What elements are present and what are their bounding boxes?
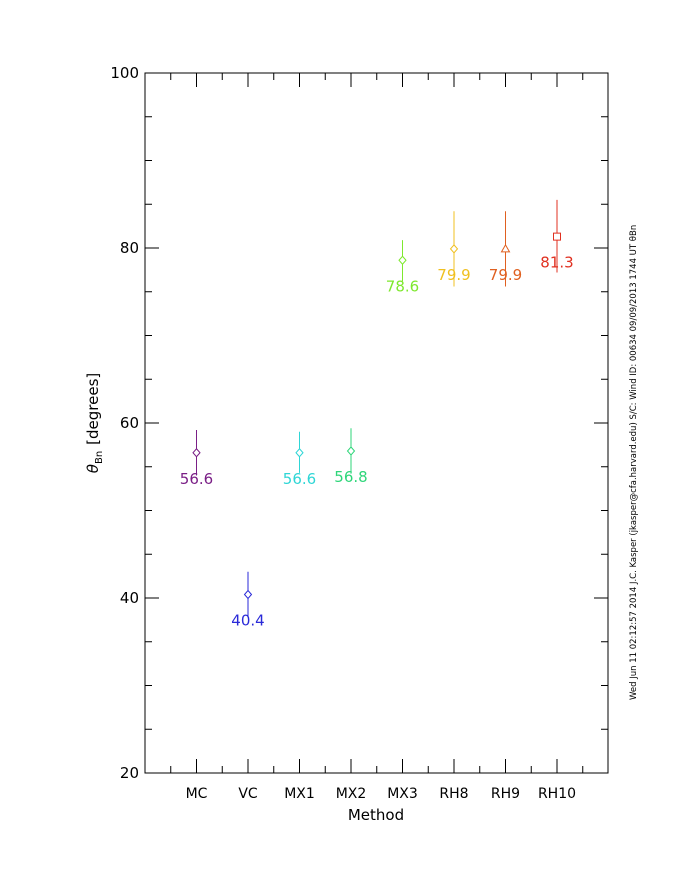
value-label: 56.6 <box>180 470 213 488</box>
x-category-label: MX2 <box>336 786 367 802</box>
x-category-label: MX1 <box>284 786 315 802</box>
y-axis-title: θBn [degrees] <box>84 373 105 473</box>
data-marks: 56.6 40.4 56.6 56.8 78.6 79.9 79.9 81.3 <box>180 199 574 630</box>
y-tick-labels: 20 40 60 80 100 <box>110 64 139 782</box>
value-label: 56.8 <box>334 468 367 486</box>
data-point-diamond <box>192 447 201 458</box>
x-category-label: RH8 <box>439 786 468 802</box>
data-point-diamond <box>449 244 459 254</box>
y-axis-units: [degrees] <box>84 373 102 445</box>
data-point-diamond <box>243 589 253 600</box>
y-tick-label: 60 <box>120 414 139 432</box>
x-category-labels: MC VC MX1 MX2 MX3 RH8 RH9 RH10 <box>186 786 576 802</box>
x-category-label: RH10 <box>538 786 576 802</box>
y-tick-label: 100 <box>110 64 139 82</box>
data-point-square <box>553 232 561 241</box>
data-point-diamond <box>346 446 356 456</box>
data-point-triangle <box>500 243 511 253</box>
value-label: 40.4 <box>231 612 264 630</box>
y-tick-label: 80 <box>120 239 139 257</box>
y-tick-label: 40 <box>120 589 139 607</box>
y-axis-symbol: θ <box>84 464 102 473</box>
x-category-label: MX3 <box>387 786 418 802</box>
axis-ticks <box>145 72 608 774</box>
value-label: 81.3 <box>540 254 573 272</box>
data-point-diamond <box>295 447 304 458</box>
value-label: 79.9 <box>437 266 470 284</box>
value-label: 56.6 <box>283 470 316 488</box>
plot-frame <box>144 72 609 774</box>
x-category-label: MC <box>186 786 208 802</box>
y-axis-subscript: Bn <box>94 451 105 464</box>
y-tick-label: 20 <box>120 764 139 782</box>
data-point-diamond <box>398 255 407 266</box>
x-axis-title: Method <box>348 806 404 824</box>
x-category-label: VC <box>238 786 258 802</box>
value-label: 78.6 <box>386 277 419 295</box>
x-category-label: RH9 <box>491 786 520 802</box>
plot-footnote: Wed Jun 11 02:12:57 2014 J.C. Kasper (jk… <box>629 225 639 700</box>
value-label: 79.9 <box>489 266 522 284</box>
